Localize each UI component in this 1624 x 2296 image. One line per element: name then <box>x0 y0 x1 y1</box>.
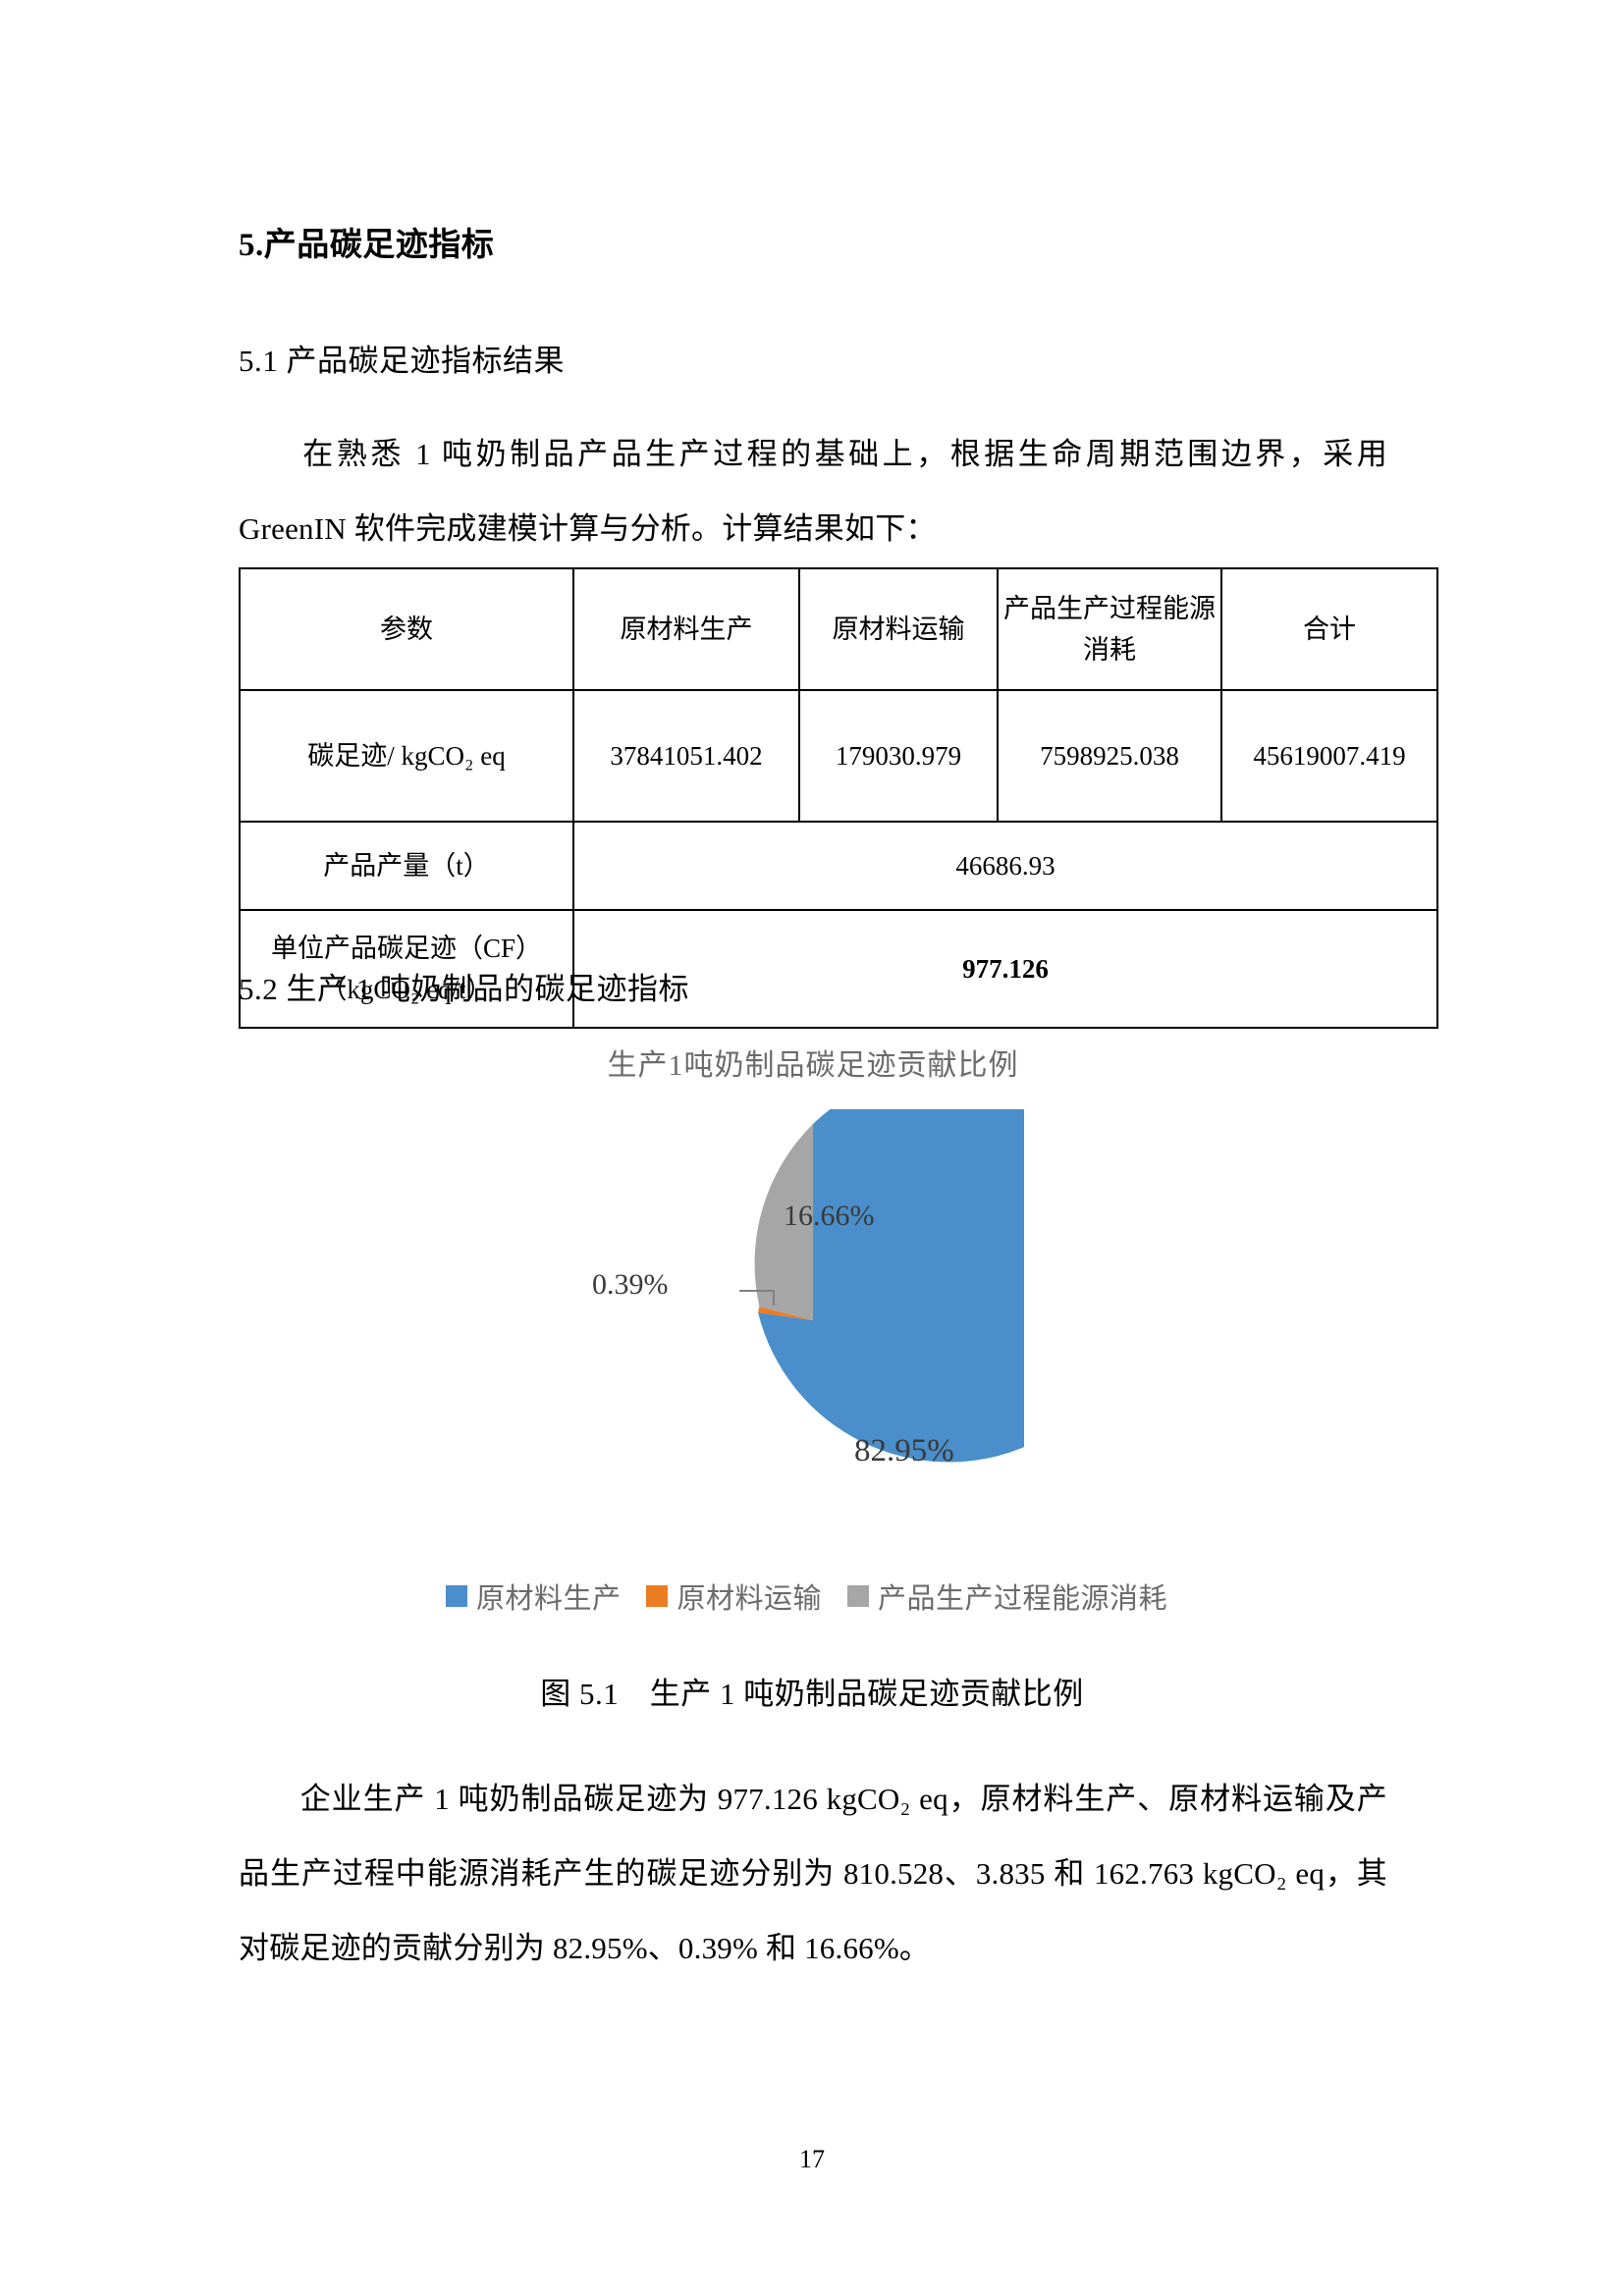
row-label-product-output: 产品产量（t） <box>239 821 574 911</box>
conclusion-paragraph-text: 企业生产 1 吨奶制品碳足迹为 977.126 kgCO₂ eq，原材料生产、原… <box>239 1782 1387 1965</box>
figure-caption: 图 5.1 生产 1 吨奶制品碳足迹贡献比例 <box>540 1677 1084 1711</box>
cell-product-output-value: 46686.93 <box>572 821 1438 911</box>
page-number: 17 <box>799 2145 825 2173</box>
table-header-energy-consumption: 产品生产过程能源消耗 <box>997 567 1222 691</box>
legend-label-material-production: 原材料生产 <box>475 1583 622 1615</box>
row-label-unit-cf-line1: 单位产品碳足迹（CF） <box>270 934 543 963</box>
intro-paragraph: 在熟悉 1 吨奶制品产品生产过程的基础上，根据生命周期范围边界，采用 Green… <box>239 417 1387 566</box>
legend-item-material-production[interactable]: 原材料生产 <box>445 1575 622 1617</box>
row-label-carbon-footprint: 碳足迹/ kgCO₂ eq <box>239 689 574 823</box>
pie-slice-material-transport <box>758 1307 813 1320</box>
cell-total-value: 45619007.419 <box>1220 689 1438 823</box>
table-header-material-transport: 原材料运输 <box>798 567 999 691</box>
chart-legend: 原材料生产 原材料运输 产品生产过程能源消耗 <box>239 1575 1387 1617</box>
pie-slice-material-production <box>758 1109 1024 1463</box>
legend-swatch-gray-icon <box>847 1585 869 1607</box>
legend-label-material-transport: 原材料运输 <box>677 1583 822 1615</box>
legend-swatch-blue-icon <box>445 1585 467 1607</box>
table-header-total: 合计 <box>1220 567 1438 691</box>
table-header-row: 参数 原材料生产 原材料运输 产品生产过程能源消耗 合计 <box>239 567 1438 691</box>
cell-material-production-value: 37841051.402 <box>572 689 800 823</box>
leader-line-horizontal <box>739 1290 775 1292</box>
table-header-parameter: 参数 <box>239 567 574 691</box>
table-row-unit-cf: 单位产品碳足迹（CF） （kgCO₂ eq/t） 977.126 <box>239 909 1438 1029</box>
table-row-carbon-footprint: 碳足迹/ kgCO₂ eq 37841051.402 179030.979 75… <box>239 689 1438 823</box>
pie-label-material-production: 82.95% <box>854 1433 954 1468</box>
cell-unit-carbon-footprint-value: 977.126 <box>572 909 1438 1029</box>
legend-item-material-transport[interactable]: 原材料运输 <box>646 1575 822 1617</box>
carbon-footprint-table: 参数 原材料生产 原材料运输 产品生产过程能源消耗 合计 碳足迹/ kgCO₂ … <box>239 567 1438 1029</box>
table-header-material-production: 原材料生产 <box>572 567 800 691</box>
section-heading: 5.产品碳足迹指标 <box>239 228 495 263</box>
cell-material-transport-value: 179030.979 <box>798 689 999 823</box>
legend-item-energy-consumption[interactable]: 产品生产过程能源消耗 <box>847 1575 1167 1617</box>
cell-energy-consumption-value: 7598925.038 <box>997 689 1222 823</box>
pie-chart-figure: 生产1吨奶制品碳足迹贡献比例 16.66% 0.39% 82.95% 原材料生产 <box>239 1041 1387 1649</box>
legend-swatch-orange-icon <box>646 1585 669 1607</box>
intro-paragraph-text: 在熟悉 1 吨奶制品产品生产过程的基础上，根据生命周期范围边界，采用 Green… <box>239 437 1387 546</box>
leader-line-vertical <box>773 1290 775 1306</box>
subsection-heading-5-2: 5.2 生产 1 吨奶制品的碳足迹指标 <box>239 972 689 1006</box>
pie-label-material-transport: 0.39% <box>592 1268 669 1301</box>
table-row-output: 产品产量（t） 46686.93 <box>239 821 1438 911</box>
row-label-unit-carbon-footprint: 单位产品碳足迹（CF） （kgCO₂ eq/t） <box>239 909 574 1029</box>
row-label-unit-cf-line2: （kgCO₂ eq/t） <box>320 975 493 1004</box>
pie-label-energy-consumption: 16.66% <box>784 1200 875 1232</box>
legend-label-energy-consumption: 产品生产过程能源消耗 <box>878 1583 1168 1615</box>
chart-title: 生产1吨奶制品碳足迹贡献比例 <box>607 1049 1019 1082</box>
pie-chart-svg <box>754 1109 1024 1463</box>
pie-slice-energy-consumption <box>754 1124 813 1320</box>
pie-chart-plot-area: 16.66% 0.39% 82.95% <box>239 1109 1387 1531</box>
conclusion-paragraph: 企业生产 1 吨奶制品碳足迹为 977.126 kgCO₂ eq，原材料生产、原… <box>239 1762 1387 1986</box>
subsection-heading-5-1: 5.1 产品碳足迹指标结果 <box>239 344 565 378</box>
